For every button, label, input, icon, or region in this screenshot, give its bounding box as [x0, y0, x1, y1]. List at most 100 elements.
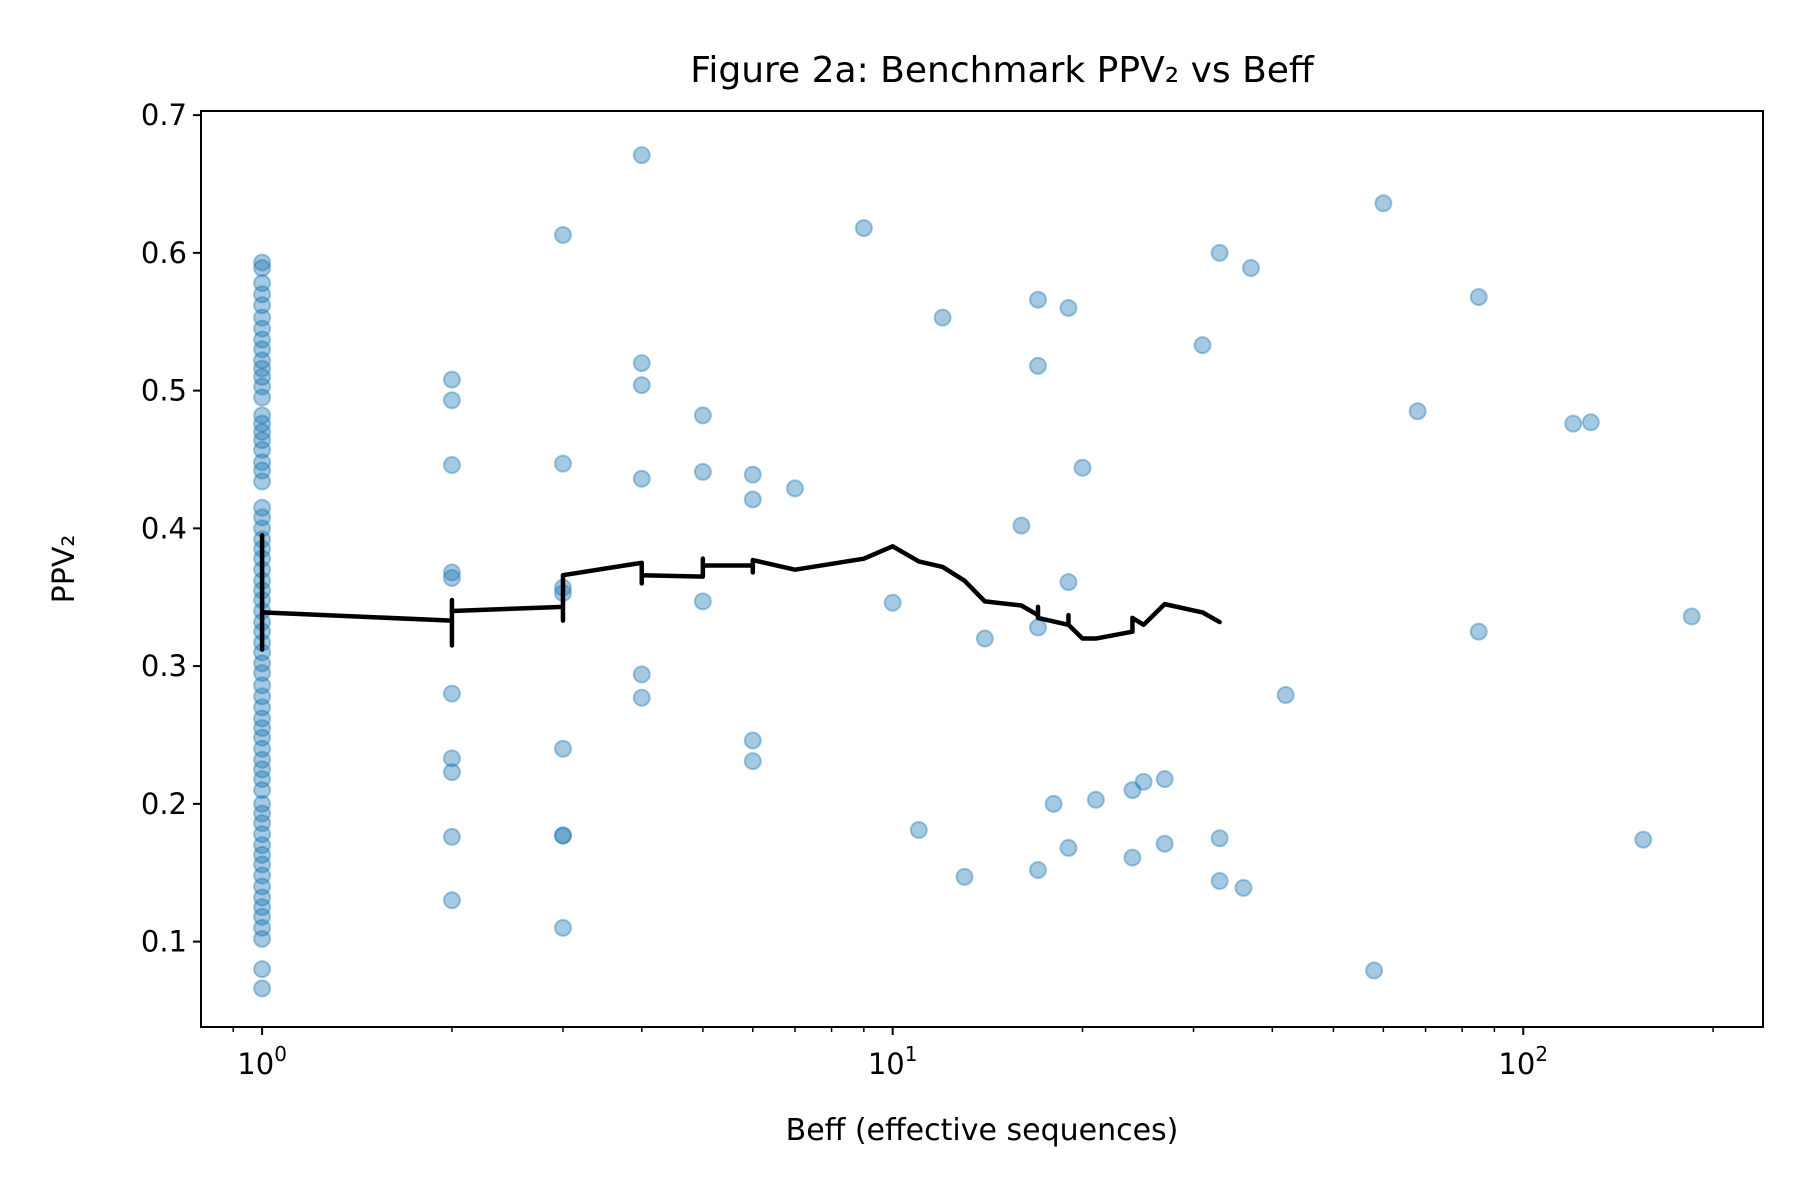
scatter-point: [1469, 287, 1488, 306]
scatter-point: [442, 763, 461, 782]
scatter-point: [1012, 516, 1031, 535]
scatter-point: [253, 654, 272, 673]
scatter-point: [253, 274, 272, 293]
x-tick-label: 102: [1498, 1042, 1548, 1081]
scatter-point: [743, 731, 762, 750]
scatter-point: [253, 472, 272, 491]
x-axis: 100 101 102: [232, 1027, 1714, 1081]
x-axis-label: Beff (effective sequences): [786, 1113, 1179, 1148]
scatter-point: [253, 340, 272, 359]
scatter-point: [253, 330, 272, 349]
scatter-point: [743, 465, 762, 484]
scatter-point: [253, 907, 272, 926]
scatter-point: [442, 563, 461, 582]
scatter-point: [253, 406, 272, 425]
scatter-point: [1469, 622, 1488, 641]
scatter-point: [1134, 772, 1153, 791]
scatter-point: [253, 453, 272, 472]
scatter-point: [442, 370, 461, 389]
scatter-point: [442, 568, 461, 587]
scatter-point: [253, 918, 272, 937]
y-tick-label: 0.1: [141, 925, 187, 959]
scatter-point: [253, 259, 272, 278]
scatter-point: [955, 867, 974, 886]
scatter-point: [253, 698, 272, 717]
scatter-point: [1365, 961, 1384, 980]
scatter-point: [632, 376, 651, 395]
scatter-point: [253, 377, 272, 396]
scatter-point: [1564, 414, 1583, 433]
scatter-point: [253, 739, 272, 758]
scatter-point: [1210, 871, 1229, 890]
y-tick-label: 0.4: [141, 511, 187, 545]
scatter-point: [909, 821, 928, 840]
scatter-point: [253, 308, 272, 327]
scatter-point: [1059, 298, 1078, 317]
scatter-point: [253, 794, 272, 813]
scatter-point: [253, 750, 272, 769]
chart-title: Figure 2a: Benchmark PPV₂ vs Beff: [690, 50, 1315, 91]
scatter-point: [253, 719, 272, 738]
scatter-point: [553, 826, 572, 845]
scatter-point: [253, 760, 272, 779]
y-tick-label: 0.3: [141, 649, 187, 683]
scatter-point: [1193, 336, 1212, 355]
y-tick-label: 0.7: [141, 98, 187, 132]
scatter-point: [1682, 607, 1701, 626]
scatter-point: [1086, 790, 1105, 809]
scatter-point: [442, 456, 461, 474]
scatter-point: [1374, 194, 1393, 213]
scatter-point: [553, 454, 572, 473]
plot-area: [253, 146, 1701, 998]
scatter-point: [253, 709, 272, 728]
y-tick-label: 0.6: [141, 236, 187, 270]
scatter-point: [253, 253, 272, 272]
scatter-point: [975, 629, 994, 648]
scatter-point: [1155, 770, 1174, 789]
scatter-point: [693, 592, 712, 611]
scatter-point: [1044, 794, 1063, 813]
scatter-point: [1028, 356, 1047, 375]
scatter-point: [253, 825, 272, 844]
scatter-point: [253, 781, 272, 800]
scatter-point: [1059, 838, 1078, 857]
scatter-point: [1241, 259, 1260, 278]
scatter-point: [1028, 860, 1047, 879]
scatter-point: [253, 319, 272, 338]
plot-frame: [200, 110, 1764, 1028]
x-tick-label: 100: [237, 1042, 287, 1081]
scatter-point: [1155, 834, 1174, 853]
y-axis-label: PPV₂: [47, 535, 82, 604]
scatter-point: [253, 414, 272, 433]
scatter-point: [253, 422, 272, 441]
scatter-point: [553, 918, 572, 937]
scatter-point: [1276, 686, 1295, 705]
scatter-point: [1634, 830, 1653, 849]
scatter-point: [1073, 458, 1092, 477]
scatter-point: [1123, 848, 1142, 867]
scatter-point: [253, 676, 272, 695]
scatter-point: [253, 728, 272, 747]
scatter-point: [253, 498, 272, 517]
scatter-point: [253, 461, 272, 480]
scatter-point: [253, 836, 272, 855]
scatter-point: [442, 891, 461, 910]
scatter-point: [442, 391, 461, 410]
scatter-point: [253, 866, 272, 885]
scatter-point: [786, 479, 804, 498]
scatter-point: [1581, 413, 1600, 432]
scatter-point: [743, 752, 762, 771]
scatter-point: [253, 877, 272, 896]
y-tick-label: 0.2: [141, 787, 187, 821]
scatter-point: [1234, 878, 1253, 897]
scatter-point: [253, 979, 272, 998]
scatter-point: [253, 845, 272, 864]
scatter-point: [253, 359, 272, 378]
scatter-point: [253, 898, 272, 917]
scatter-point: [253, 929, 272, 948]
scatter-point: [553, 225, 572, 244]
scatter-point: [693, 462, 712, 481]
scatter-point: [1210, 829, 1229, 848]
